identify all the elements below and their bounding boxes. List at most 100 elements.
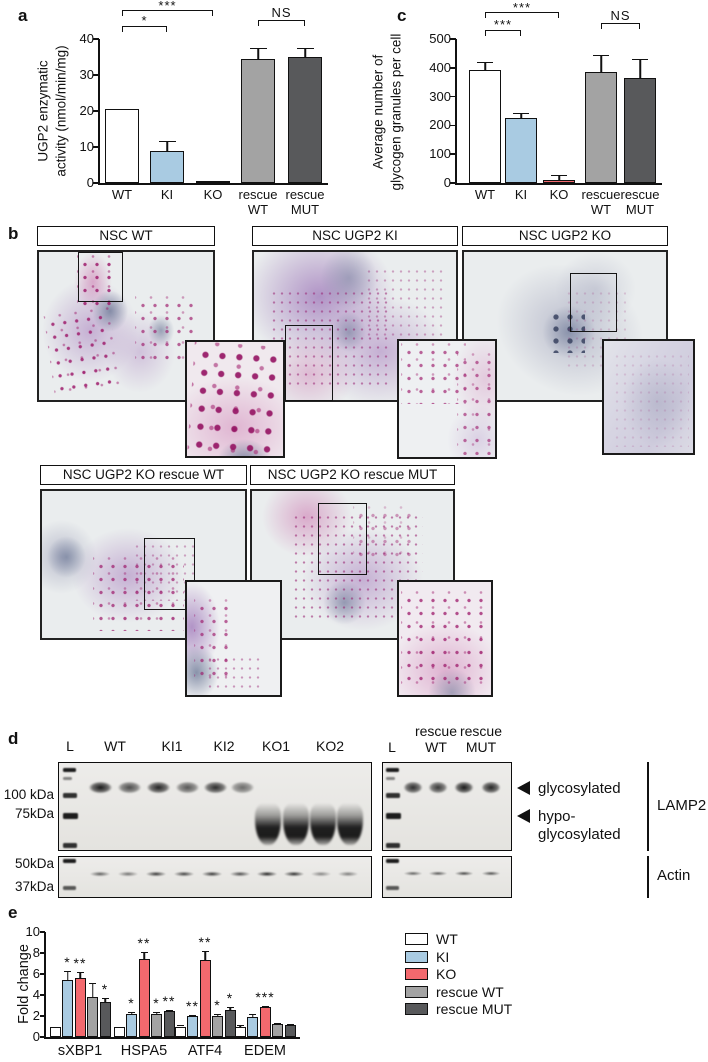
bar bbox=[505, 118, 537, 183]
ladder-band bbox=[386, 813, 401, 819]
bar bbox=[196, 181, 230, 183]
panel-c-letter: c bbox=[397, 6, 407, 25]
nucleus bbox=[46, 535, 87, 580]
error-bar-line bbox=[104, 999, 106, 1003]
lamp2-band-glycosylated bbox=[453, 780, 475, 795]
bar bbox=[469, 70, 501, 183]
lamp2-blot-right bbox=[382, 762, 512, 851]
error-bar-line bbox=[130, 1013, 133, 1015]
error-bar-line bbox=[520, 114, 522, 119]
legend-label: rescue WT bbox=[436, 983, 504, 1000]
y-tick bbox=[450, 67, 456, 69]
error-bar bbox=[140, 952, 148, 960]
error-bar bbox=[176, 1025, 184, 1027]
x-category-label: sXBP1 bbox=[57, 1043, 103, 1059]
significance-bracket bbox=[485, 30, 521, 36]
lane-label: KI1 bbox=[161, 738, 183, 754]
bar bbox=[150, 150, 184, 183]
significance-star: * bbox=[226, 989, 234, 1006]
significance-star: * bbox=[153, 995, 160, 1011]
significance-bracket bbox=[601, 23, 640, 29]
error-bar bbox=[513, 113, 529, 119]
error-bar bbox=[101, 998, 109, 1003]
legend-swatch bbox=[405, 933, 428, 945]
ladder-band bbox=[386, 777, 395, 780]
legend-label: rescue MUT bbox=[436, 1001, 513, 1017]
error-bar bbox=[249, 48, 267, 59]
x-category-label: rescue MUT bbox=[285, 187, 325, 217]
lamp2-band-hypoglycosylated bbox=[283, 803, 309, 845]
ladder-band bbox=[386, 768, 399, 772]
y-tick-label: 0 bbox=[32, 1029, 40, 1044]
significance-bracket bbox=[258, 20, 305, 26]
y-axis bbox=[455, 39, 457, 185]
y-tick-label: 20 bbox=[79, 103, 94, 118]
error-bar bbox=[274, 1022, 281, 1025]
bar bbox=[99, 1002, 111, 1037]
glycosylated-arrowhead-icon bbox=[517, 781, 530, 795]
error-bar bbox=[236, 1025, 244, 1027]
granules bbox=[187, 342, 283, 456]
y-tick bbox=[93, 182, 99, 184]
error-bar-line bbox=[229, 1007, 231, 1010]
lamp2-label: LAMP2 bbox=[657, 797, 707, 814]
inset-ko bbox=[602, 339, 695, 455]
inset-rescue-mut bbox=[397, 580, 493, 697]
bar bbox=[105, 109, 139, 183]
y-tick bbox=[39, 1015, 45, 1017]
bar bbox=[62, 980, 73, 1037]
error-bar-line bbox=[304, 48, 306, 57]
significance-bracket bbox=[485, 12, 559, 18]
actin-band bbox=[283, 871, 305, 877]
error-bar bbox=[593, 54, 609, 72]
legend-swatch bbox=[405, 968, 428, 980]
x-axis bbox=[100, 183, 328, 185]
error-bar-line bbox=[79, 972, 81, 978]
y-tick-label: 0 bbox=[443, 175, 451, 190]
x-category-label: WT bbox=[474, 187, 496, 202]
error-bar bbox=[286, 1023, 294, 1025]
lamp2-band-glycosylated bbox=[228, 780, 256, 795]
x-axis bbox=[457, 183, 662, 185]
bar bbox=[163, 1010, 175, 1037]
error-bar bbox=[214, 1014, 221, 1016]
error-bar-line bbox=[216, 1015, 219, 1016]
x-category-label: rescue MUT bbox=[620, 187, 660, 217]
error-bar-line bbox=[484, 63, 486, 71]
actin-band bbox=[481, 871, 501, 876]
roi-box-rescue-wt bbox=[144, 538, 195, 610]
ladder-band bbox=[63, 768, 76, 772]
y-tick bbox=[450, 124, 456, 127]
actin-band bbox=[89, 871, 111, 877]
ladder-band bbox=[386, 843, 400, 848]
significance-star: * bbox=[101, 981, 109, 998]
error-bar-line bbox=[166, 142, 168, 151]
actin-label: Actin bbox=[657, 867, 691, 884]
roi-box-rescue-mut bbox=[318, 503, 367, 575]
x-category-label: HSPA5 bbox=[120, 1043, 168, 1059]
granules bbox=[270, 289, 392, 386]
error-bar-line bbox=[204, 952, 206, 961]
significance-label: NS bbox=[271, 5, 292, 20]
bar bbox=[74, 977, 86, 1037]
error-bar-line bbox=[91, 984, 94, 997]
y-tick-label: 10 bbox=[25, 924, 40, 939]
micrograph-title-rescue-wt: NSC UGP2 KO rescue WT bbox=[40, 465, 247, 485]
significance-star: * bbox=[214, 997, 221, 1014]
micrograph-title-nsc-ugp2-ko: NSC UGP2 KO bbox=[462, 226, 668, 246]
roi-box-ko bbox=[570, 273, 617, 332]
hypo-label: hypo- bbox=[538, 808, 576, 825]
bar bbox=[49, 1026, 61, 1037]
bar bbox=[288, 56, 322, 183]
x-category-label: KO bbox=[549, 187, 569, 202]
granules bbox=[352, 505, 413, 558]
bar bbox=[624, 78, 656, 183]
y-tick-label: 4 bbox=[32, 987, 40, 1002]
legend-label: KI bbox=[436, 948, 450, 965]
mw-label-100kda: 100 kDa bbox=[3, 787, 54, 802]
bar bbox=[234, 1026, 246, 1037]
y-tick bbox=[39, 994, 45, 996]
bar bbox=[241, 58, 275, 183]
ladder-band bbox=[386, 793, 400, 798]
